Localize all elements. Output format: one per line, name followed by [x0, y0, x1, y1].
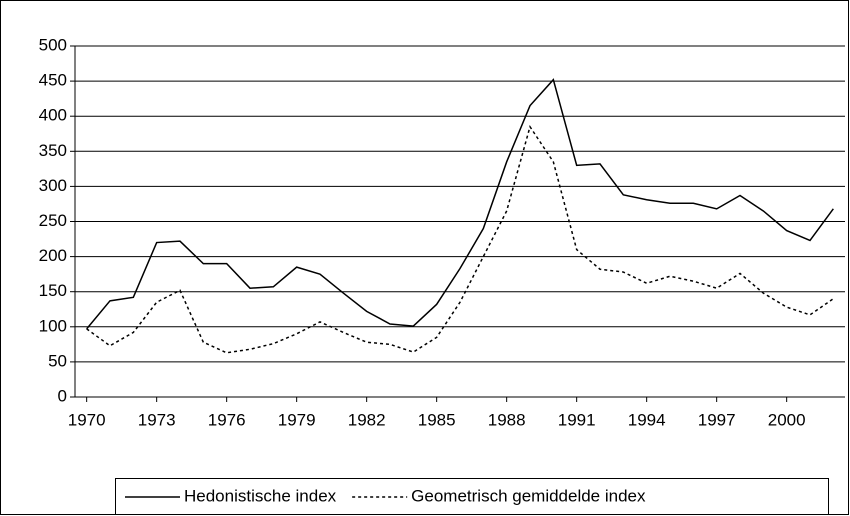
y-tick-label: 150 — [39, 281, 67, 300]
y-tick-label: 350 — [39, 141, 67, 160]
y-tick-label: 500 — [39, 35, 67, 54]
legend-label: Hedonistische index — [184, 486, 337, 505]
x-tick-label: 1982 — [348, 410, 386, 429]
y-tick-label: 400 — [39, 106, 67, 125]
x-tick-label: 1970 — [68, 410, 106, 429]
y-tick-label: 0 — [58, 386, 67, 405]
y-tick-label: 250 — [39, 211, 67, 230]
y-tick-label: 200 — [39, 246, 67, 265]
series-line — [86, 78, 834, 330]
legend-box — [115, 478, 829, 515]
x-tick-label: 1988 — [488, 410, 526, 429]
x-tick-label: 1994 — [628, 410, 666, 429]
y-tick-label: 100 — [39, 316, 67, 335]
x-tick-label: 1985 — [418, 410, 456, 429]
x-tick-label: 2000 — [768, 410, 806, 429]
x-tick-label: 1976 — [208, 410, 246, 429]
x-tick-label: 1973 — [138, 410, 176, 429]
y-tick-label: 50 — [48, 351, 67, 370]
y-tick-label: 450 — [39, 71, 67, 90]
series-line — [86, 124, 834, 354]
x-tick-label: 1979 — [278, 410, 316, 429]
x-tick-label: 1991 — [558, 410, 596, 429]
x-tick-label: 1997 — [698, 410, 736, 429]
legend-label: Geometrisch gemiddelde index — [411, 486, 646, 505]
y-tick-label: 300 — [39, 176, 67, 195]
